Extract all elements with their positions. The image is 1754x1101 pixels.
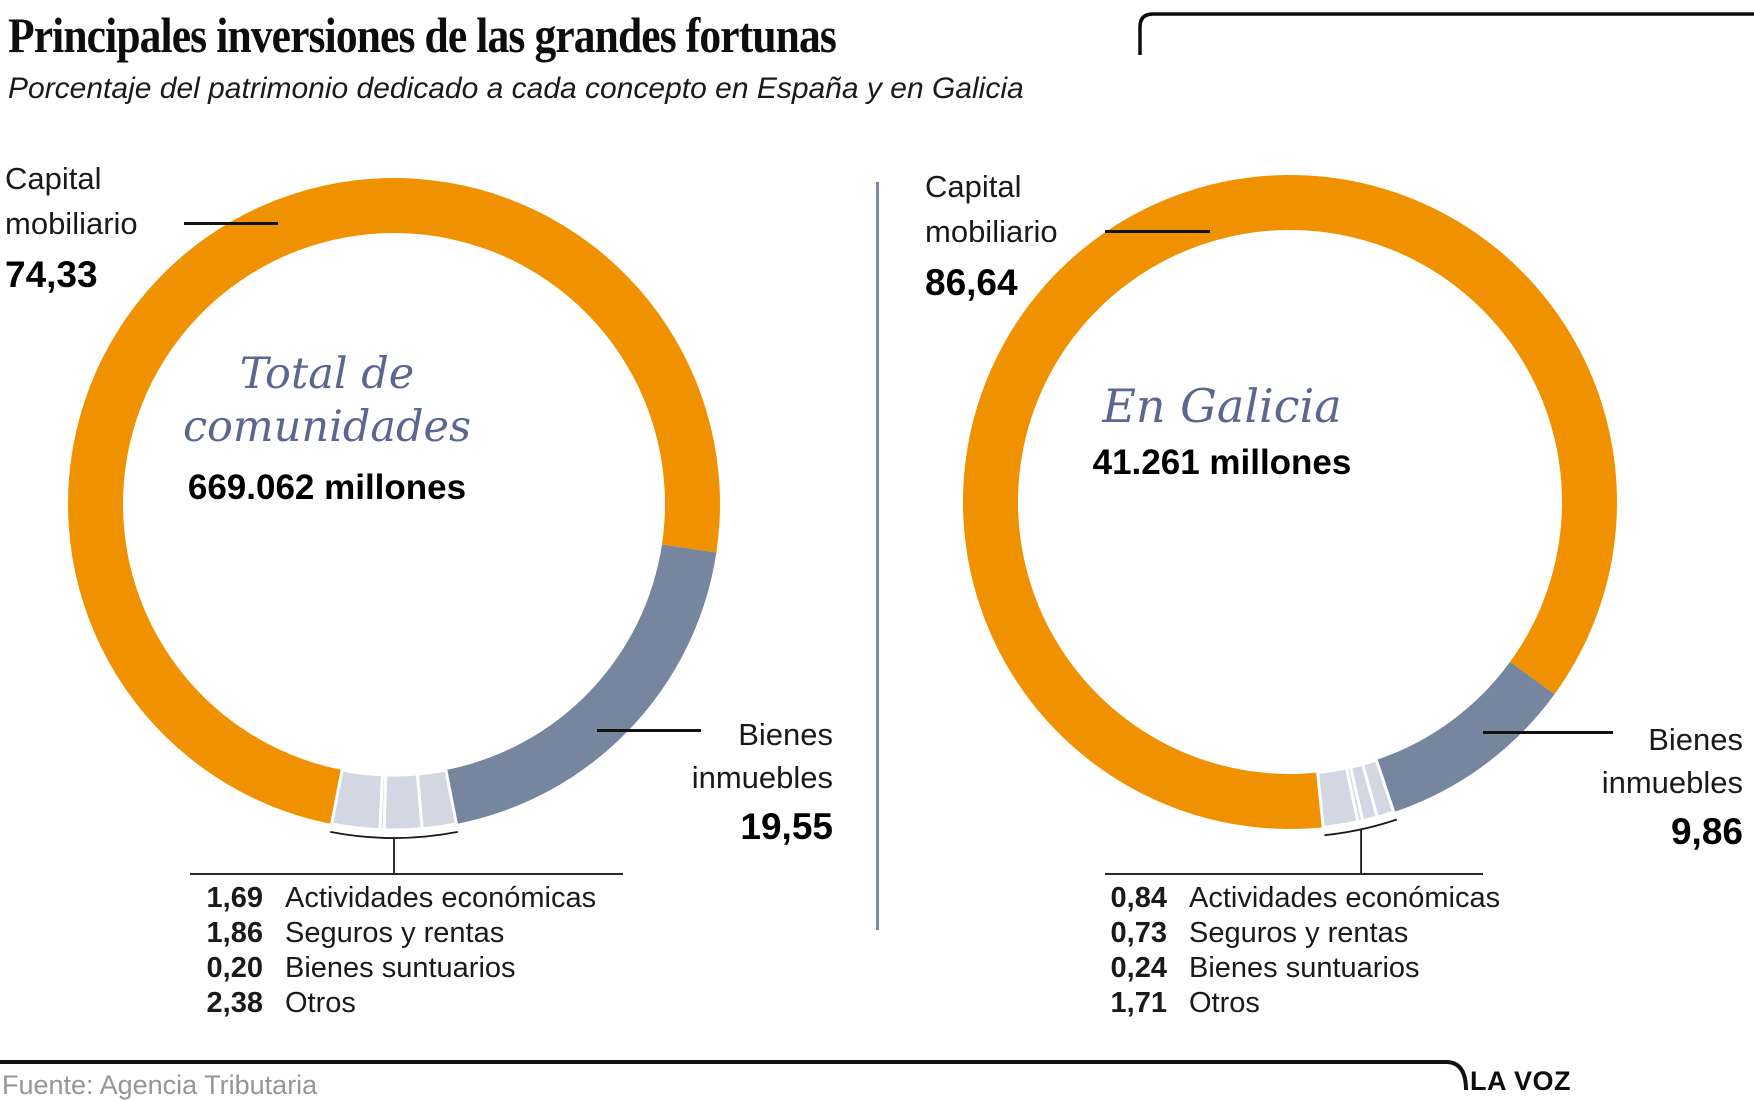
legend-right: 0,84 Actividades económicas 0,73 Seguros… xyxy=(1099,882,1501,1022)
legend-value: 0,84 xyxy=(1110,882,1167,914)
capital-mobiliario-value-right: 86,64 xyxy=(925,262,1018,303)
legend-value: 1,86 xyxy=(206,917,263,949)
capital-mobiliario-label-left: Capital mobiliario xyxy=(5,156,138,246)
capital-label-line1: Capital xyxy=(925,169,1022,204)
legend-row: 0,24 Bienes suntuarios xyxy=(1099,952,1500,987)
legend-value: 1,69 xyxy=(206,882,263,914)
capital-pointer-line-right xyxy=(1105,230,1210,233)
page-title: Principales inversiones de las grandes f… xyxy=(8,7,837,63)
capital-mobiliario-label-right: Capital mobiliario xyxy=(925,164,1058,254)
donut-slice-seguros-y-rentas xyxy=(382,772,424,832)
page-subtitle: Porcentaje del patrimonio dedicado a cad… xyxy=(8,72,1024,105)
inmuebles-value-right: 9,86 xyxy=(1670,811,1743,852)
footer-rule xyxy=(0,1060,1448,1064)
capital-label-line2: mobiliario xyxy=(5,206,138,241)
bienes-inmuebles-label-left: Bienes inmuebles 19,55 xyxy=(623,713,833,848)
donut-slice-bienes-inmuebles xyxy=(445,544,717,824)
legend-value: 2,38 xyxy=(206,987,263,1019)
inmuebles-pointer-line-right xyxy=(1483,731,1613,734)
legend-label: Bienes suntuarios xyxy=(1189,952,1420,984)
legend-value: 0,20 xyxy=(206,952,263,984)
capital-label-line1: Capital xyxy=(5,161,102,196)
inmuebles-label-line2: inmuebles xyxy=(1601,765,1743,800)
center-title-line2: comunidades xyxy=(182,402,472,452)
legend-rule-left xyxy=(190,873,623,875)
capital-mobiliario-value-left: 74,33 xyxy=(5,254,98,295)
bienes-inmuebles-label-right: Bienes inmuebles 9,86 xyxy=(1533,718,1743,853)
donut-slice-otros xyxy=(329,768,384,832)
legend-label: Actividades económicas xyxy=(1189,882,1501,914)
center-title-line1: Total de xyxy=(239,349,415,399)
legend-label: Otros xyxy=(285,987,356,1019)
legend-row: 1,69 Actividades económicas xyxy=(195,882,597,917)
donut-chart-total-comunidades xyxy=(67,177,721,873)
inmuebles-label-line1: Bienes xyxy=(738,717,833,752)
capital-label-line2: mobiliario xyxy=(925,214,1058,249)
donut-slice-bienes-inmuebles xyxy=(1376,661,1555,813)
donut-chart-en-galicia xyxy=(963,175,1617,873)
legend-label: Bienes suntuarios xyxy=(285,952,516,984)
donut-center-text-left: Total de comunidades 669.062 millones xyxy=(107,348,547,508)
center-title-line1: En Galicia xyxy=(1102,379,1342,433)
legend-value: 0,24 xyxy=(1110,952,1167,984)
inmuebles-value-left: 19,55 xyxy=(740,806,833,847)
legend-row: 0,84 Actividades económicas xyxy=(1099,882,1501,917)
small-slices-bracket xyxy=(330,830,458,839)
footer-corner-bracket xyxy=(1446,1060,1468,1091)
legend-row: 1,86 Seguros y rentas xyxy=(195,917,596,952)
legend-rule-right xyxy=(1105,873,1483,875)
legend-label: Seguros y rentas xyxy=(285,917,505,949)
title-corner-bracket xyxy=(1138,12,1754,55)
inmuebles-label-line2: inmuebles xyxy=(691,760,833,795)
legend-label: Seguros y rentas xyxy=(1189,917,1409,949)
legend-value: 1,71 xyxy=(1110,987,1167,1019)
inmuebles-pointer-line-left xyxy=(597,729,701,732)
center-total-value: 669.062 millones xyxy=(187,468,467,507)
legend-left: 1,69 Actividades económicas 1,86 Seguros… xyxy=(195,882,597,1022)
legend-label: Actividades económicas xyxy=(285,882,597,914)
legend-row: 0,20 Bienes suntuarios xyxy=(195,952,596,987)
legend-value: 0,73 xyxy=(1110,917,1167,949)
donut-slice-otros xyxy=(1315,766,1360,829)
small-slices-bracket xyxy=(1324,818,1398,837)
source-credit: Fuente: Agencia Tributaria xyxy=(2,1070,318,1100)
legend-label: Otros xyxy=(1189,987,1260,1019)
inmuebles-label-line1: Bienes xyxy=(1648,722,1743,757)
charts-divider-line xyxy=(876,182,879,930)
brand-logo-lavoz: LA VOZ xyxy=(1470,1066,1571,1096)
donut-center-text-right: En Galicia 41.261 millones xyxy=(1002,380,1442,483)
center-total-value: 41.261 millones xyxy=(1092,443,1352,482)
legend-row: 1,71 Otros xyxy=(1099,987,1500,1022)
legend-row: 2,38 Otros xyxy=(195,987,596,1022)
legend-row: 0,73 Seguros y rentas xyxy=(1099,917,1500,952)
capital-pointer-line-left xyxy=(184,222,278,225)
